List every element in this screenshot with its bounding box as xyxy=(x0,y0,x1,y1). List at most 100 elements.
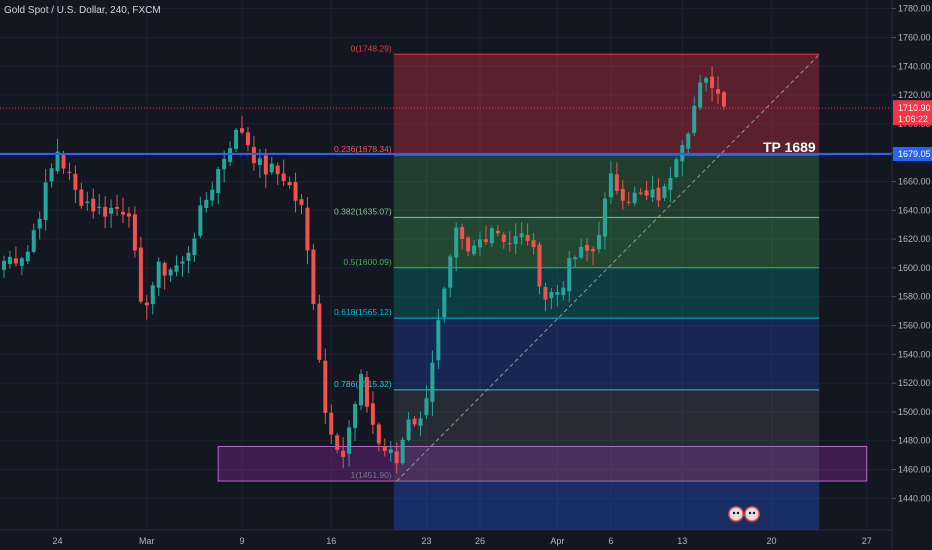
price-tick-label: 1540.00 xyxy=(898,349,931,359)
event-icon xyxy=(744,506,760,522)
time-tick-label: Mar xyxy=(139,536,155,546)
tp-price-label: 1679.05 xyxy=(898,149,931,159)
grid xyxy=(0,0,892,530)
candle-body xyxy=(543,287,548,300)
candle-body xyxy=(668,178,673,190)
candle-body xyxy=(489,228,494,244)
candle-body xyxy=(138,247,143,302)
candle-body xyxy=(442,288,447,318)
candle-body xyxy=(448,256,453,288)
candle-body xyxy=(61,154,66,169)
candle-body xyxy=(466,237,471,252)
candle-body xyxy=(614,174,619,192)
candle-body xyxy=(299,199,304,206)
candle-body xyxy=(573,257,578,260)
candle-body xyxy=(198,205,203,236)
price-tick-label: 1740.00 xyxy=(898,61,931,71)
price-tick-label: 1720.00 xyxy=(898,90,931,100)
candle-body xyxy=(519,233,524,238)
candle-body xyxy=(716,89,720,94)
candle-body xyxy=(513,236,518,244)
candle-body xyxy=(126,213,131,217)
fib-band xyxy=(393,54,820,156)
candle-body xyxy=(311,249,316,305)
candle-body xyxy=(561,287,566,296)
candle-body xyxy=(257,158,262,166)
candle-body xyxy=(406,419,411,440)
time-tick-label: 26 xyxy=(475,536,485,546)
candle-body xyxy=(353,404,358,428)
current-price-badge xyxy=(893,100,932,126)
fib-band xyxy=(393,318,820,390)
candle-body xyxy=(721,92,726,107)
tp-annotation: TP 1689 xyxy=(763,139,816,155)
event-icon-eye xyxy=(736,511,740,515)
candle-body xyxy=(73,173,78,190)
candle-body xyxy=(234,129,239,149)
candle-body xyxy=(388,449,393,453)
candle-body xyxy=(632,192,637,204)
trendline xyxy=(396,54,820,482)
price-tick-label: 1600.00 xyxy=(898,263,931,273)
candle-body xyxy=(269,163,274,173)
candle-body xyxy=(132,214,137,251)
time-tick-label: 20 xyxy=(767,536,777,546)
event-icon-eye xyxy=(748,511,752,515)
candle-body xyxy=(293,182,298,201)
candle-body xyxy=(174,265,179,272)
candle-body xyxy=(19,258,24,266)
current-price-label: 1710.90 xyxy=(898,103,931,113)
event-icon-eye xyxy=(752,511,756,515)
price-tick-label: 1580.00 xyxy=(898,292,931,302)
candle-body xyxy=(156,261,161,288)
price-tick-label: 1520.00 xyxy=(898,378,931,388)
candle-body xyxy=(597,235,601,250)
candle-body xyxy=(472,245,477,255)
symbol-title: Gold Spot / U.S. Dollar, 240, FXCM xyxy=(4,5,161,16)
candle-body xyxy=(644,190,649,196)
candle-body xyxy=(55,151,60,172)
candle-body xyxy=(168,269,173,276)
candle-body xyxy=(192,238,197,256)
price-tick-label: 1780.00 xyxy=(898,4,931,14)
time-tick-label: 9 xyxy=(239,536,244,546)
price-tick-label: 1560.00 xyxy=(898,320,931,330)
fib-level-label: 0.5(1600.09) xyxy=(344,257,392,267)
candle-body xyxy=(656,187,661,201)
candle-body xyxy=(67,171,72,173)
candle-body xyxy=(460,226,465,240)
tp-price-badge xyxy=(893,147,932,162)
candle-body xyxy=(638,192,643,194)
candle-body xyxy=(579,246,584,258)
price-tick-label: 1460.00 xyxy=(898,465,931,475)
candle-body xyxy=(525,235,530,241)
candle-body xyxy=(180,261,185,264)
fib-band xyxy=(393,481,820,530)
bar-countdown: 1:06:22 xyxy=(898,114,928,124)
candle-body xyxy=(674,159,679,177)
candle-body xyxy=(222,158,227,170)
candle-body xyxy=(650,189,655,198)
candle-body xyxy=(436,320,441,361)
candle-body xyxy=(710,76,715,88)
candle-body xyxy=(245,132,250,146)
fib-level-label: 1(1451.90) xyxy=(351,470,392,480)
candle-body xyxy=(275,165,280,175)
candle-body xyxy=(382,446,387,452)
candle-body xyxy=(394,451,399,464)
candle-body xyxy=(501,234,506,242)
candle-body xyxy=(400,439,405,464)
price-tick-label: 1660.00 xyxy=(898,176,931,186)
price-tick-label: 1760.00 xyxy=(898,32,931,42)
candle-body xyxy=(210,189,215,201)
candle-body xyxy=(686,133,691,149)
candle-body xyxy=(412,418,417,425)
candle-body xyxy=(85,201,90,203)
time-tick-label: 24 xyxy=(53,536,63,546)
candle-body xyxy=(418,418,423,426)
candle-body xyxy=(567,257,572,292)
event-icon-eye xyxy=(732,511,736,515)
candle-body xyxy=(483,239,488,243)
